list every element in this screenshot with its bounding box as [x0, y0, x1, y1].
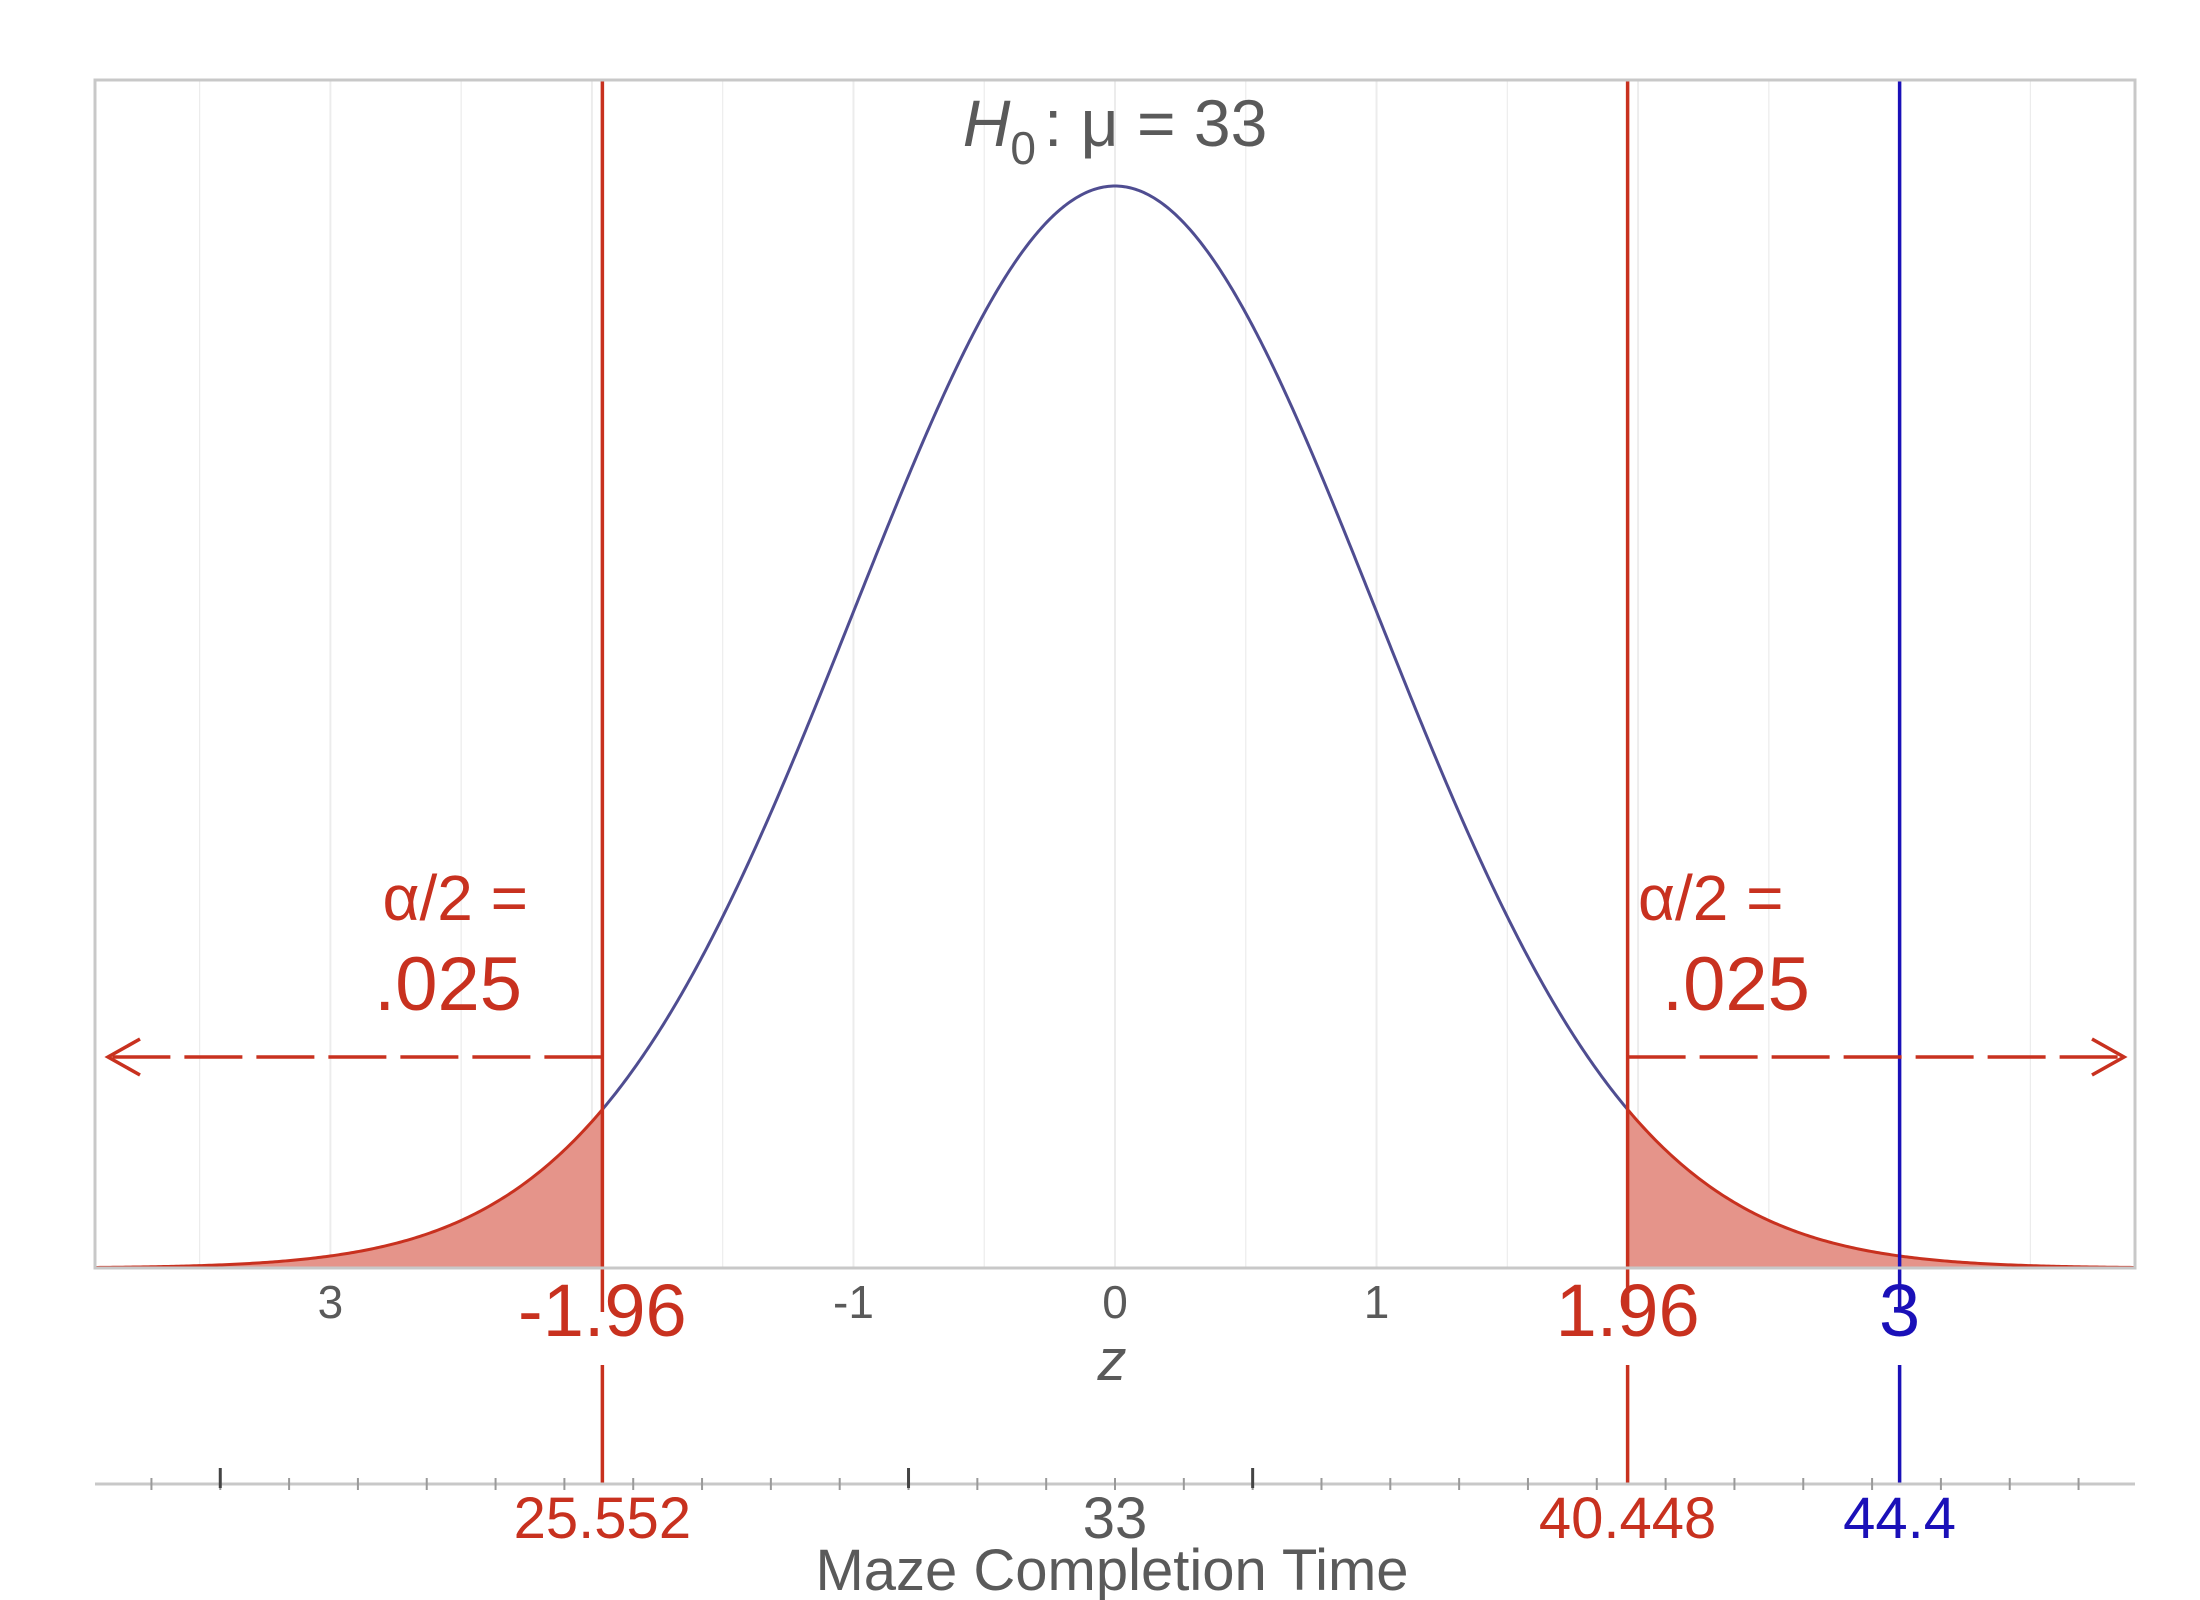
z-tick-label: -1	[833, 1276, 874, 1328]
right-arrowhead	[2091, 1037, 2128, 1077]
left-tail-annotation: α/2 = .025	[374, 862, 528, 1027]
raw-axis-label: Maze Completion Time	[815, 1538, 1408, 1600]
right-rejection-region	[1627, 1109, 2135, 1268]
plot-panel-frame	[93, 78, 2137, 1270]
z-tick-label: 1.96	[1556, 1269, 1700, 1352]
z-axis-label: z	[1097, 1328, 1127, 1393]
z-tick-label: 3	[318, 1276, 344, 1328]
raw-score-tick-labels: 25.552 33 40.448 44.4	[514, 1486, 1956, 1551]
right-annot-alpha: α/2 =	[1638, 862, 1784, 934]
right-annot-value: .025	[1662, 942, 1810, 1027]
z-tick-label: 3	[1879, 1269, 1920, 1352]
left-arrowhead	[104, 1037, 141, 1077]
title-subscript: 0	[1010, 122, 1036, 174]
right-tail-curve	[1626, 1108, 2136, 1269]
left-annot-alpha: α/2 =	[382, 862, 528, 934]
raw-tick-label: 44.4	[1843, 1486, 1956, 1551]
tail-arrows	[104, 1037, 2128, 1077]
left-rejection-region	[95, 1109, 603, 1268]
left-annot-value: .025	[374, 942, 522, 1027]
title-symbol: H	[963, 86, 1011, 160]
raw-score-axis	[95, 1468, 2135, 1490]
z-tick-label: 1	[1364, 1276, 1390, 1328]
z-tick-label: -1.96	[518, 1269, 687, 1352]
z-axis-tick-labels: 3 -1.96 -1 0 1 1.96 3	[318, 1269, 1921, 1352]
chart-title: H0: μ = 33	[963, 86, 1268, 174]
title-relation: : μ = 33	[1044, 86, 1267, 160]
raw-tick-label: 25.552	[514, 1486, 691, 1551]
left-tail-curve	[94, 1108, 604, 1269]
z-tick-label: 0	[1102, 1276, 1128, 1328]
grid-lines	[199, 80, 2031, 1268]
raw-tick-label: 40.448	[1539, 1486, 1716, 1551]
critical-value-lines	[600, 80, 1630, 1484]
normal-density-curve	[601, 184, 1629, 1111]
raw-tick-label: 33	[1083, 1486, 1148, 1551]
right-tail-annotation: α/2 = .025	[1638, 862, 1810, 1027]
